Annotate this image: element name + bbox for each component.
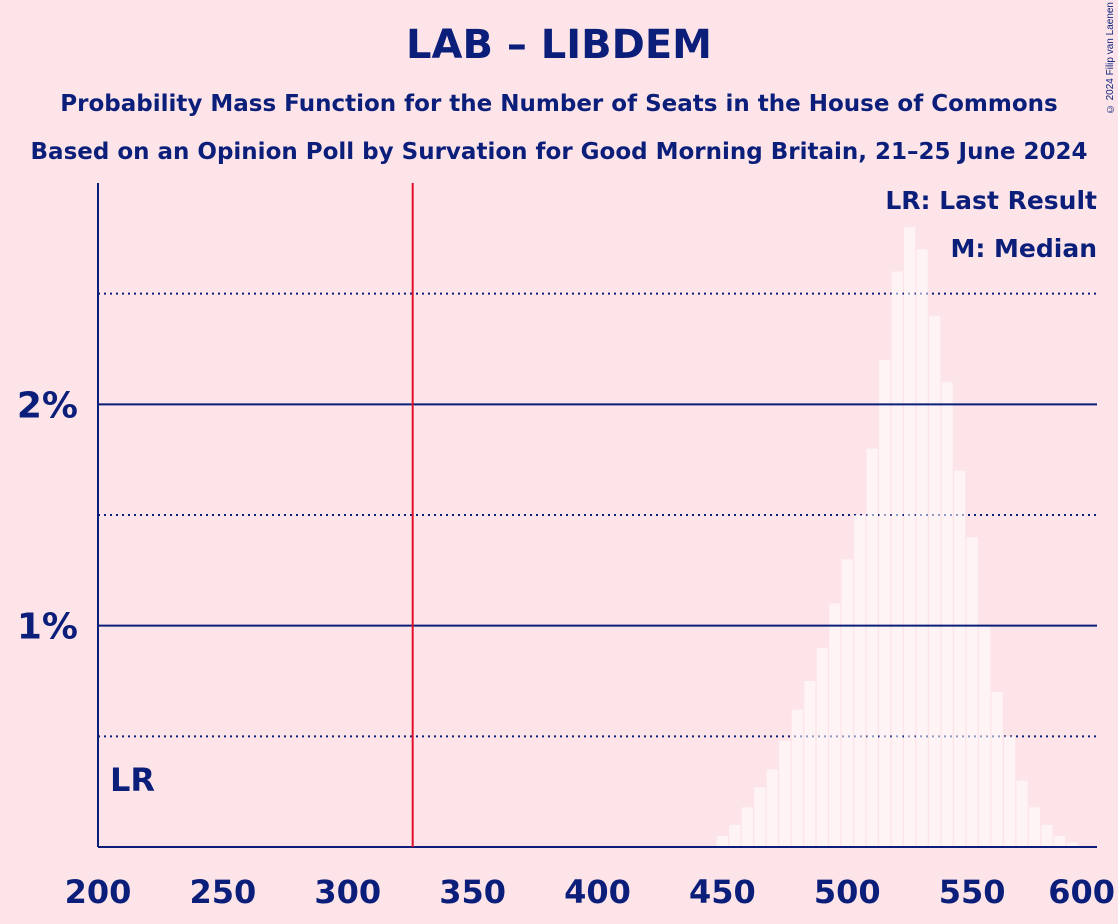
pmf-bar [829, 603, 841, 847]
y-tick-labels: 1% 2% [17, 385, 78, 647]
legend-last-result: LR: Last Result [885, 186, 1097, 215]
last-result-label: LR [110, 761, 155, 799]
x-tick-label: 250 [189, 873, 256, 911]
x-tick-label: 400 [564, 873, 631, 911]
chart-title: LAB – LIBDEM [406, 22, 712, 68]
x-tick-label: 600 [1048, 873, 1115, 911]
pmf-bar [904, 227, 916, 847]
pmf-bar [1016, 780, 1028, 847]
pmf-bar [1041, 824, 1053, 847]
pmf-bar [766, 769, 778, 847]
pmf-bar [804, 681, 816, 847]
pmf-bar [816, 647, 828, 847]
major-grid [98, 403, 1097, 627]
x-tick-label: 550 [939, 873, 1006, 911]
pmf-bar [716, 835, 728, 847]
pmf-bar [1066, 842, 1078, 847]
pmf-bar [891, 271, 903, 847]
x-tick-label: 450 [689, 873, 756, 911]
pmf-bar [954, 470, 966, 847]
chart-subtitle-1: Probability Mass Function for the Number… [60, 91, 1058, 117]
pmf-bar [841, 559, 853, 847]
pmf-bar [1003, 736, 1016, 847]
y-tick-label: 1% [17, 607, 78, 648]
x-tick-label: 500 [814, 873, 881, 911]
pmf-bar [929, 315, 941, 847]
pmf-bar [729, 824, 741, 847]
pmf-bar [791, 709, 803, 847]
pmf-bar [754, 787, 766, 847]
legend-median: M: Median [950, 234, 1097, 263]
pmf-bar [978, 625, 991, 847]
x-tick-labels: 200 250 300 350 400 450 500 550 600 [65, 873, 1115, 911]
pmf-bar [741, 807, 753, 847]
pmf-bar [879, 360, 891, 847]
pmf-bar [866, 448, 878, 847]
pmf-bar [991, 692, 1003, 847]
x-tick-label: 350 [439, 873, 506, 911]
x-tick-label: 200 [65, 873, 132, 911]
minor-grid [98, 292, 1097, 738]
pmf-bar [854, 515, 866, 847]
chart-subtitle-2: Based on an Opinion Poll by Survation fo… [30, 139, 1088, 165]
pmf-bar [916, 249, 928, 847]
y-tick-label: 2% [17, 385, 78, 426]
pmf-bar [1028, 807, 1041, 847]
pmf-bar [1053, 835, 1066, 847]
pmf-bar [941, 382, 953, 847]
x-tick-label: 300 [314, 873, 381, 911]
bars [716, 227, 1078, 847]
pmf-bar [966, 537, 978, 847]
pmf-bar [779, 740, 791, 847]
